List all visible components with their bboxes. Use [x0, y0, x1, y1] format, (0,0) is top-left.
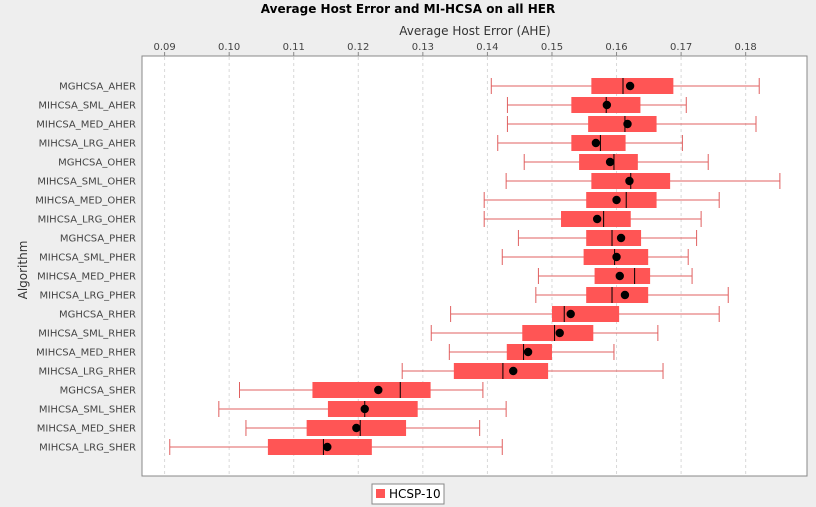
iqr-box: [586, 287, 649, 303]
iqr-box: [586, 192, 657, 208]
box-item: [169, 439, 503, 455]
mean-marker: [592, 214, 602, 224]
mean-marker: [612, 195, 621, 205]
iqr-box: [586, 230, 642, 246]
category-label: MIHCSA_MED_RHER: [36, 348, 136, 359]
mean-marker: [323, 442, 332, 452]
mean-marker: [523, 347, 533, 357]
category-labels: MGHCSA_AHER MIHCSA_SML_AHER MIHCSA_MED_AHE…: [35, 82, 136, 454]
iqr-box: [327, 401, 418, 417]
legend-entry-hcsp-10: HCSP-10: [389, 487, 441, 501]
box-item: [483, 192, 720, 208]
x-tick-label: 0.10: [218, 42, 240, 53]
mean-marker: [360, 404, 369, 414]
x-tick-label: 0.12: [347, 42, 369, 53]
plot-area: [141, 55, 808, 477]
mean-marker: [374, 385, 383, 395]
box-item: [450, 306, 720, 322]
box-item: [505, 173, 781, 189]
iqr-box: [267, 439, 372, 455]
x-axis-ticks: 0.09 0.10 0.11 0.12 0.13 0.14 0.15 0.16 0.17 0.18: [153, 42, 757, 56]
iqr-box: [551, 306, 620, 322]
category-label: MGHCSA_SHER: [60, 386, 136, 397]
mean-marker: [509, 366, 518, 376]
box-item: [430, 325, 659, 341]
chart-title: Average Host Error and MI-HCSA on all HE…: [261, 2, 555, 16]
box-item: [218, 401, 507, 417]
box-item: [501, 249, 689, 265]
legend-frame: [371, 483, 445, 505]
category-label: MIHCSA_LRG_AHER: [39, 139, 136, 150]
category-label: MIHCSA_LRG_OHER: [38, 215, 136, 226]
category-label: MIHCSA_MED_OHER: [35, 196, 136, 207]
mean-marker: [616, 233, 626, 243]
x-tick-label: 0.09: [153, 42, 175, 53]
category-label: MGHCSA_AHER: [59, 82, 136, 93]
category-label: MIHCSA_SML_PHER: [39, 253, 136, 264]
category-label: MGHCSA_OHER: [58, 158, 136, 169]
mean-marker: [605, 157, 615, 167]
box-item: [238, 382, 484, 398]
category-label: MIHCSA_SML_AHER: [38, 101, 136, 112]
mean-marker: [352, 423, 361, 433]
x-tick-label: 0.11: [283, 42, 305, 53]
mean-marker: [625, 176, 634, 186]
x-tick-label: 0.14: [476, 42, 498, 53]
x-tick-label: 0.18: [735, 42, 757, 53]
category-label: MIHCSA_MED_AHER: [36, 120, 136, 131]
category-label: MIHCSA_SML_OHER: [37, 177, 136, 188]
iqr-box: [588, 116, 657, 132]
category-label: MIHCSA_LRG_PHER: [39, 291, 136, 302]
box-item: [401, 363, 664, 379]
mean-marker: [591, 138, 601, 148]
box-item: [506, 97, 687, 113]
category-label: MGHCSA_PHER: [60, 234, 136, 245]
mean-marker: [625, 81, 635, 91]
mean-marker: [566, 309, 575, 319]
x-tick-label: 0.15: [541, 42, 563, 53]
category-label: MIHCSA_LRG_SHER: [39, 443, 136, 454]
category-label: MIHCSA_LRG_RHER: [39, 367, 137, 378]
category-label: MGHCSA_RHER: [59, 310, 136, 321]
box-item: [483, 211, 702, 227]
category-label: MIHCSA_MED_PHER: [37, 272, 136, 283]
box-item: [535, 287, 729, 303]
mean-marker: [555, 328, 564, 338]
mean-marker: [623, 119, 632, 129]
x-tick-label: 0.17: [670, 42, 692, 53]
mean-marker: [612, 252, 621, 262]
category-label: MIHCSA_SML_SHER: [39, 405, 136, 416]
box-item: [490, 78, 760, 94]
mean-marker: [615, 271, 624, 281]
x-axis-label: Average Host Error (AHE): [399, 24, 550, 38]
category-label: MIHCSA_SML_RHER: [38, 329, 136, 340]
box-series: [169, 78, 781, 455]
box-item: [517, 230, 698, 246]
iqr-box: [453, 363, 549, 379]
box-item: [448, 344, 615, 360]
iqr-box: [312, 382, 431, 398]
mean-marker: [602, 100, 612, 110]
category-label: MIHCSA_MED_SHER: [37, 424, 136, 435]
box-item: [245, 420, 481, 436]
legend-swatch: [376, 489, 385, 498]
box-item: [497, 135, 683, 151]
box-item: [537, 268, 693, 284]
x-tick-label: 0.13: [412, 42, 434, 53]
legend: HCSP-10: [371, 483, 445, 505]
box-item: [506, 116, 757, 132]
y-axis-label: Algorithm: [16, 241, 30, 300]
x-tick-label: 0.16: [605, 42, 627, 53]
mean-marker: [620, 290, 630, 300]
box-item: [523, 154, 709, 170]
